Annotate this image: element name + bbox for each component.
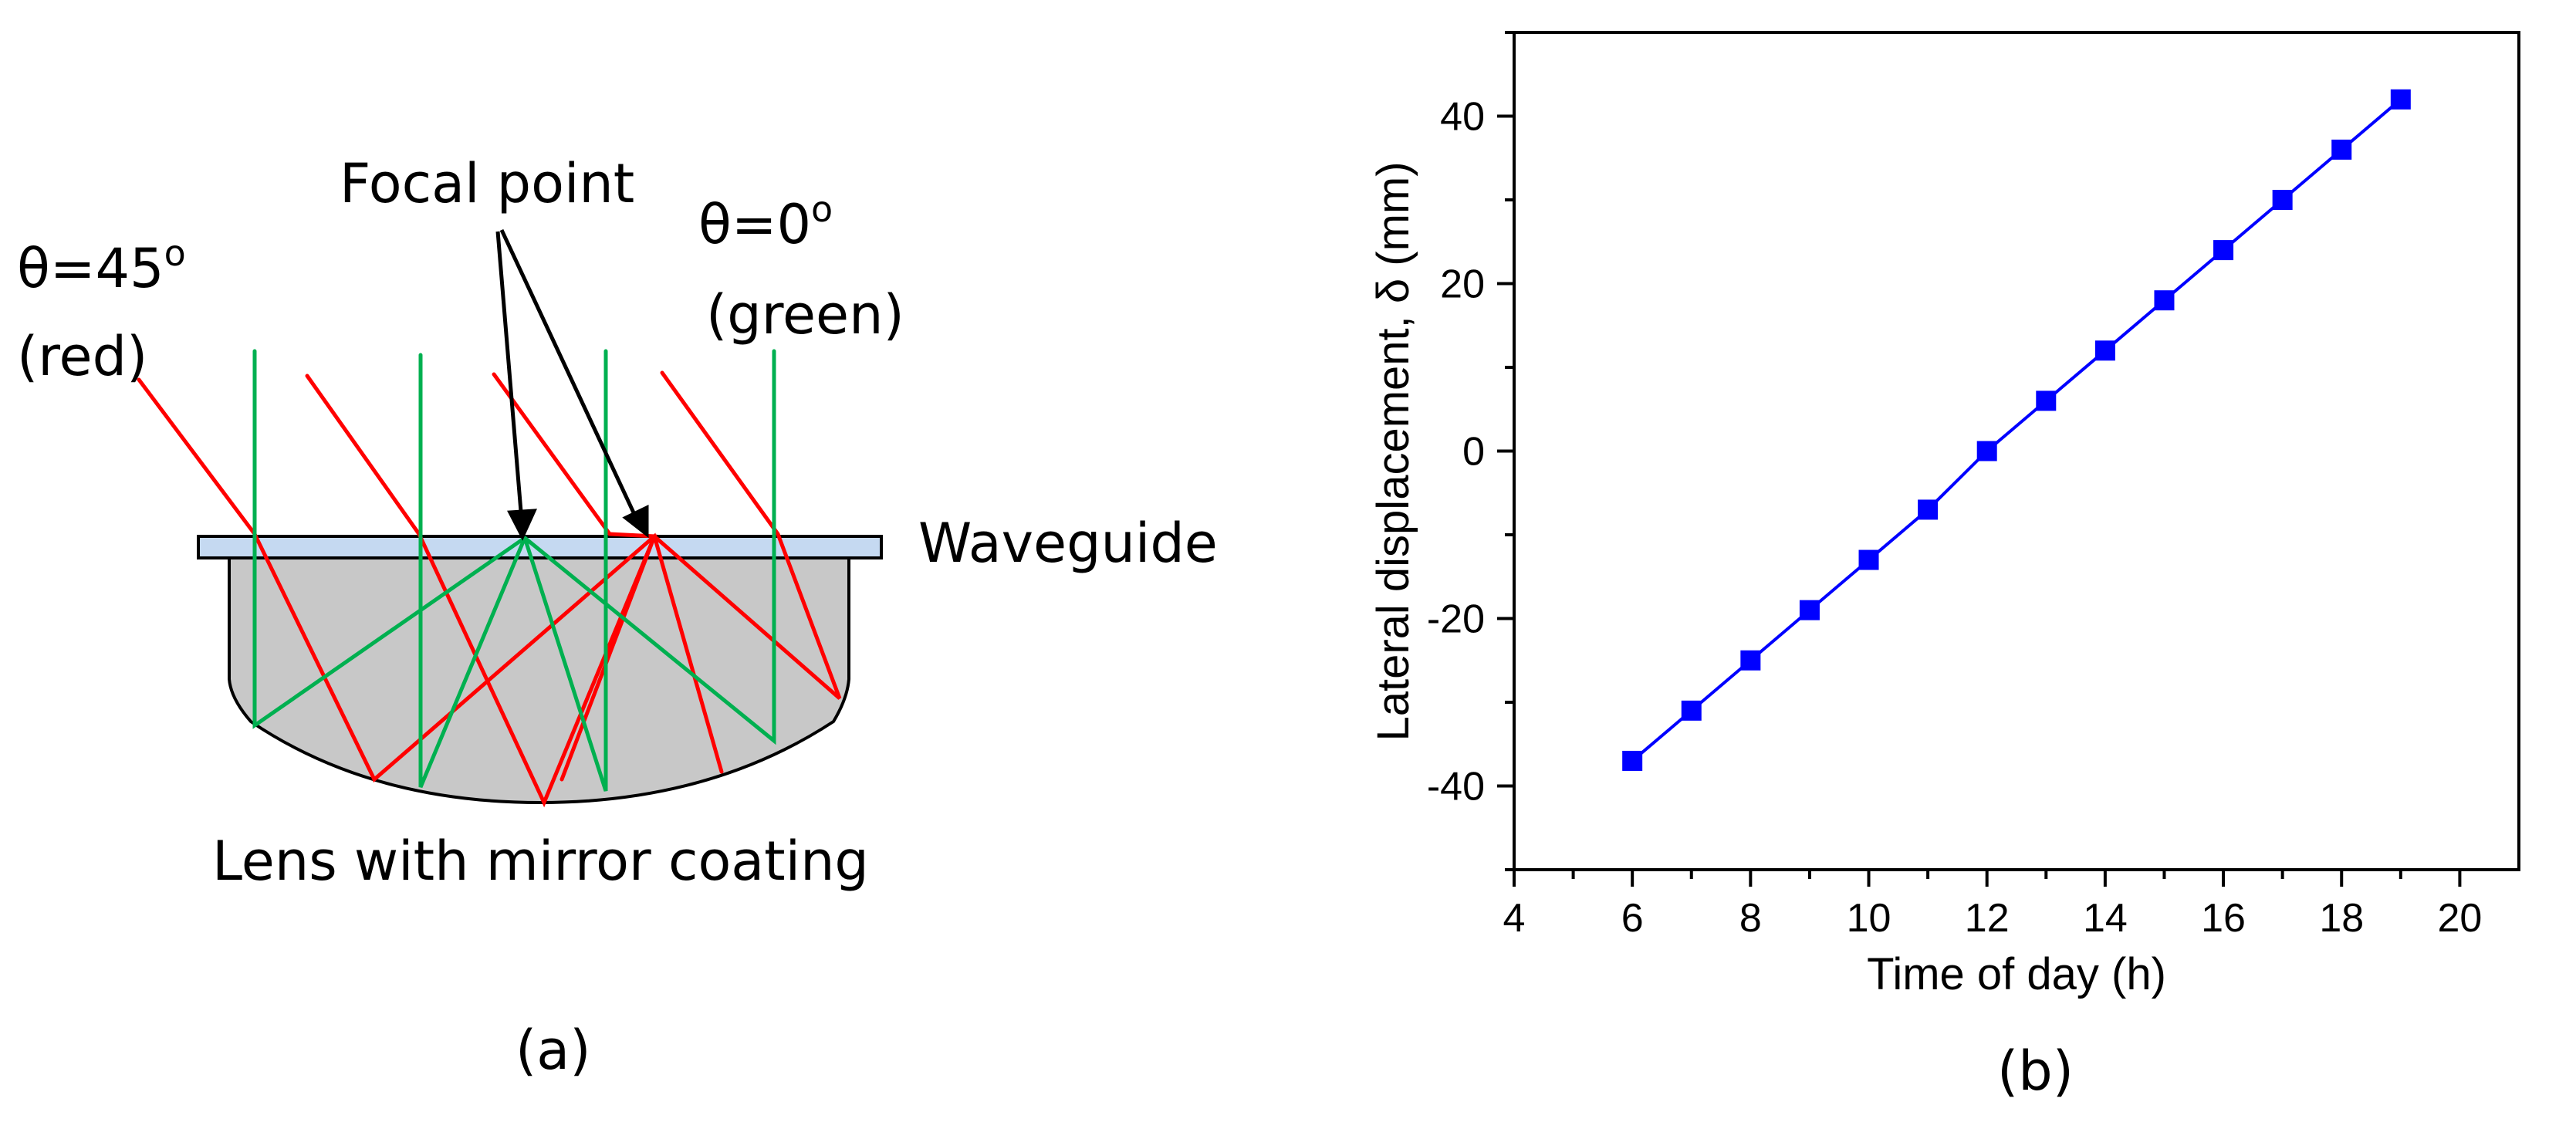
x-tick-label-6: 6 [1621, 896, 1644, 941]
red-ray-1 [137, 377, 724, 783]
data-point-6 [1622, 750, 1643, 771]
data-point-10 [1858, 549, 1879, 570]
data-point-7 [1681, 700, 1702, 721]
y-tick-label--20: -20 [1427, 597, 1485, 642]
series-layer [1622, 89, 2411, 771]
angle-green-label: θ=0o [698, 188, 833, 256]
green-ray-4 [522, 349, 776, 745]
x-tick-label-8: 8 [1739, 896, 1762, 941]
data-point-19 [2390, 89, 2411, 110]
x-axis-label: Time of day (h) [1867, 949, 2166, 999]
y-axis-label: Lateral displacement, δ (mm) [1368, 161, 1418, 741]
green-rays [252, 349, 776, 792]
x-tick-label-18: 18 [2319, 896, 2364, 941]
plot-frame [1513, 31, 2520, 871]
y-axis-ticks: -40 -20 0 20 40 [1427, 31, 1514, 871]
red-ray-3 [492, 372, 658, 782]
lens-label: Lens with mirror coating [212, 830, 869, 893]
data-point-14 [2094, 340, 2115, 361]
green-ray-3 [522, 349, 608, 792]
x-tick-label-16: 16 [2201, 896, 2246, 941]
lens-diagram: Focal point θ=45o (red) θ=0o (green) Wav… [17, 152, 1218, 1082]
lens-body [228, 554, 850, 805]
panel-a-label: (a) [516, 1019, 591, 1082]
data-point-13 [2036, 390, 2057, 411]
data-point-11 [1918, 499, 1939, 520]
red-ray-4 [652, 370, 842, 700]
panel-b-label: (b) [1997, 1039, 2074, 1103]
angle-red-color-label: (red) [17, 325, 147, 388]
x-tick-label-10: 10 [1847, 896, 1891, 941]
x-tick-label-20: 20 [2437, 896, 2482, 941]
red-ray-2 [305, 374, 657, 808]
displacement-chart: 4 6 8 10 12 14 16 18 20 -40 -20 0 20 40 Time of day … [1368, 31, 2520, 1103]
x-tick-label-14: 14 [2083, 896, 2128, 941]
angle-green-color-label: (green) [706, 283, 904, 346]
data-point-15 [2154, 290, 2175, 311]
data-point-17 [2272, 190, 2293, 210]
red-rays [137, 370, 842, 808]
green-ray-2 [418, 353, 527, 788]
y-tick-label-0: 0 [1462, 430, 1485, 475]
focal-point-arrows [495, 228, 649, 541]
arrow-head-1 [507, 509, 538, 541]
x-tick-label-4: 4 [1503, 896, 1526, 941]
waveguide-plate [197, 535, 883, 559]
focal-point-label: Focal point [340, 152, 634, 215]
green-ray-1 [252, 349, 527, 729]
data-point-8 [1740, 650, 1761, 671]
data-point-18 [2331, 139, 2352, 160]
arrow-head-2 [622, 505, 649, 539]
y-tick-label-20: 20 [1440, 262, 1485, 307]
angle-red-label: θ=45o [17, 232, 186, 300]
y-tick-label--40: -40 [1427, 765, 1485, 810]
data-point-9 [1799, 600, 1820, 620]
data-point-16 [2213, 240, 2234, 261]
data-point-12 [1976, 441, 1997, 461]
y-tick-label-40: 40 [1440, 95, 1485, 140]
x-tick-label-12: 12 [1965, 896, 2010, 941]
waveguide-label: Waveguide [918, 512, 1218, 575]
x-axis-ticks: 4 6 8 10 12 14 16 18 20 [1503, 870, 2482, 941]
